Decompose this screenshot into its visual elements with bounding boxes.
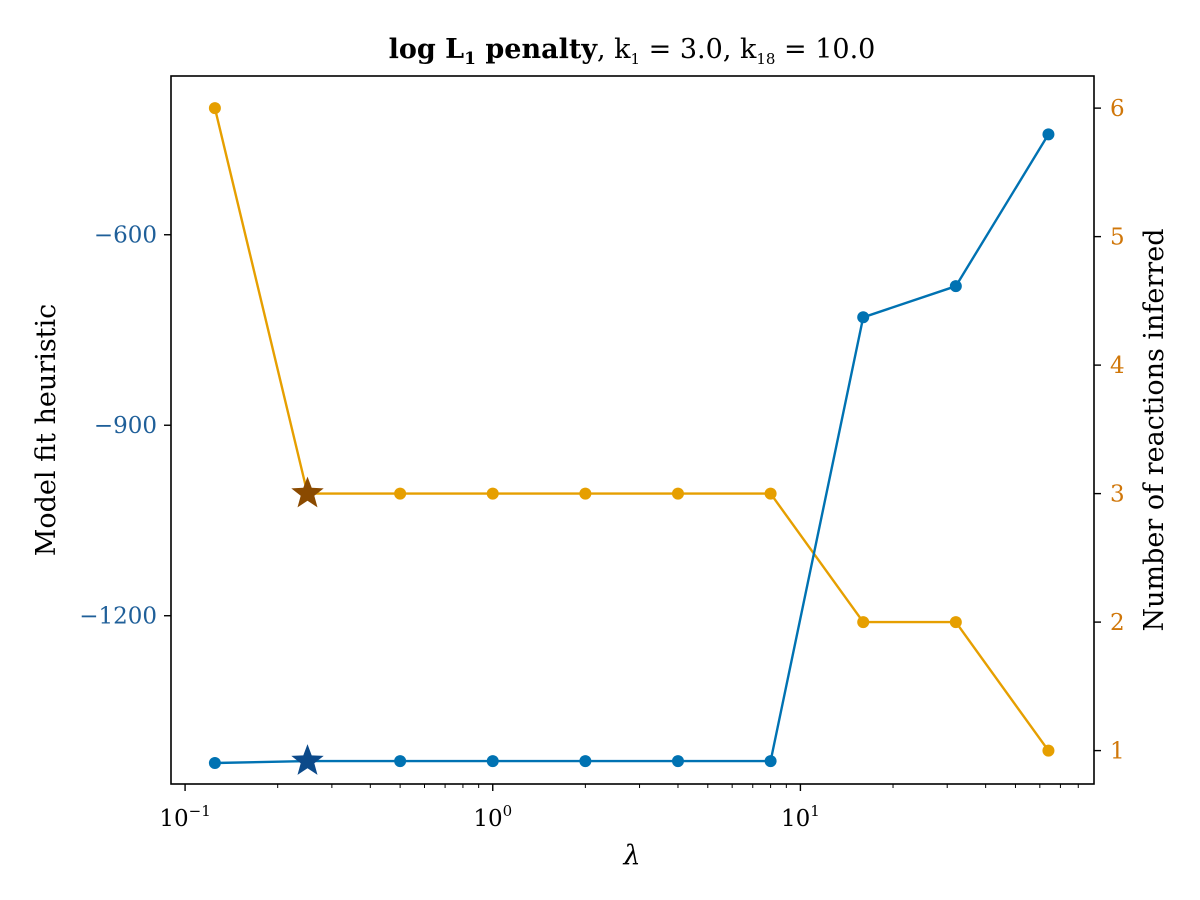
- data-point: [394, 755, 407, 768]
- data-point: [949, 280, 962, 293]
- y-axis-label-right: Number of reactions inferred: [1139, 229, 1170, 632]
- data-point: [671, 755, 684, 768]
- left-y-tick-label: −600: [94, 223, 157, 249]
- right-y-tick-label: 2: [1110, 610, 1125, 636]
- data-point: [394, 487, 407, 500]
- data-point: [579, 487, 592, 500]
- data-point: [764, 487, 777, 500]
- left-y-tick-label: −1200: [79, 604, 157, 630]
- left-y-tick-label: −900: [94, 413, 157, 439]
- data-point: [208, 102, 221, 115]
- x-tick-label: 101: [781, 802, 820, 832]
- right-y-tick-label: 3: [1110, 482, 1125, 508]
- data-point: [857, 616, 870, 629]
- right-y-tick-label: 1: [1110, 739, 1125, 765]
- data-point: [949, 616, 962, 629]
- model-fit-line: [214, 133, 1050, 765]
- data-point: [764, 755, 777, 768]
- plot-frame: [170, 75, 1095, 785]
- data-point: [1042, 744, 1055, 757]
- y-axis-label-left: Model fit heuristic: [31, 304, 62, 557]
- chart-title: log L1 penalty, k1 = 3.0, k18 = 10.0: [389, 34, 876, 69]
- data-point: [486, 487, 499, 500]
- reactions-line: [213, 107, 1050, 752]
- data-point: [1042, 128, 1055, 141]
- selected-lambda-star: [291, 744, 324, 775]
- data-point: [208, 757, 221, 770]
- data-point: [579, 755, 592, 768]
- data-point: [486, 755, 499, 768]
- right-y-tick-label: 6: [1110, 96, 1125, 122]
- selected-lambda-star: [291, 476, 324, 508]
- right-y-tick-label: 4: [1110, 353, 1125, 379]
- x-tick-label: 10−1: [159, 802, 210, 832]
- data-point: [671, 487, 684, 500]
- x-tick-label: 100: [473, 802, 512, 832]
- plot-area: 10−1 100 101 −600 −900 −1200 1 2 3 4 5 6: [79, 96, 1124, 832]
- data-point: [857, 311, 870, 324]
- right-y-tick-label: 5: [1110, 225, 1125, 251]
- x-axis-label: λ: [622, 840, 640, 871]
